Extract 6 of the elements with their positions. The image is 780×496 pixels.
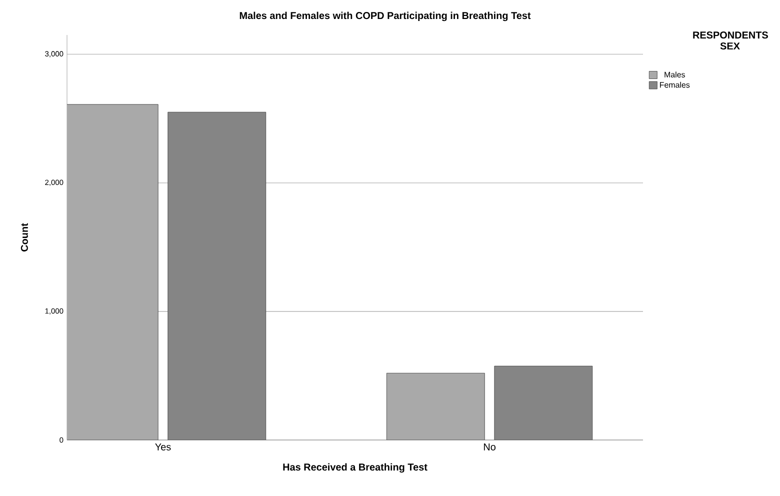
legend-title: RESPONDENTS SEX [693, 32, 768, 50]
x-tick-label: Yes [155, 444, 171, 450]
x-axis-title: Has Received a Breathing Test [283, 463, 428, 473]
y-axis-title: Count [20, 223, 28, 252]
chart-title: Males and Females with COPD Participating in Breathing Test [240, 12, 531, 22]
x-tick-label: No [484, 444, 496, 450]
